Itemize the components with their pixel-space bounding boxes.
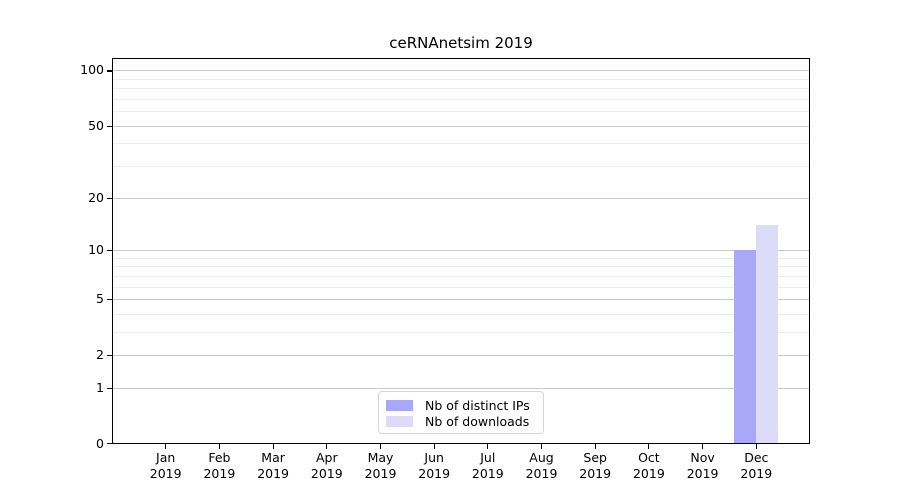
x-tick-label: Oct 2019 — [632, 450, 665, 481]
y-axis-tick — [107, 387, 112, 390]
x-axis-tick — [165, 444, 167, 449]
x-tick-label: Mar 2019 — [257, 450, 289, 481]
x-tick-label: Aug 2019 — [525, 450, 558, 481]
minor-gridline — [112, 313, 810, 315]
minor-gridline — [112, 257, 810, 259]
major-gridline — [112, 249, 810, 251]
bar-downloads — [756, 224, 779, 444]
major-gridline — [112, 125, 810, 127]
y-axis-tick — [107, 299, 112, 301]
y-axis-tick — [107, 125, 112, 127]
minor-gridline — [112, 88, 810, 90]
y-tick-label: 5 — [96, 291, 104, 306]
chart-title: ceRNAnetsim 2019 — [389, 34, 533, 52]
minor-gridline — [112, 286, 810, 288]
x-axis-tick — [487, 444, 489, 449]
x-axis-tick — [218, 444, 220, 449]
x-tick-label: Feb 2019 — [203, 450, 236, 481]
y-tick-label: 2 — [96, 347, 104, 363]
y-tick-label: 50 — [88, 117, 104, 133]
x-tick-label: Sep 2019 — [579, 450, 612, 481]
major-gridline — [112, 387, 810, 389]
x-tick-label: Apr 2019 — [310, 450, 343, 481]
minor-gridline — [112, 266, 810, 268]
x-axis-tick — [648, 444, 650, 449]
x-axis-tick — [755, 444, 757, 449]
legend-label: Nb of distinct IPs — [425, 397, 530, 413]
major-gridline — [112, 70, 810, 72]
legend-label: Nb of downloads — [425, 413, 530, 429]
x-tick-label: Dec 2019 — [740, 450, 773, 481]
legend-entry: Nb of distinct IPs — [386, 397, 536, 413]
y-axis-tick — [107, 70, 112, 72]
y-axis-tick — [107, 197, 112, 199]
y-axis-tick — [107, 443, 112, 445]
x-axis-tick — [326, 444, 328, 449]
x-axis-tick — [433, 444, 435, 449]
major-gridline — [112, 299, 810, 300]
x-tick-label: Jun 2019 — [418, 450, 451, 481]
y-axis-tick — [107, 355, 112, 357]
plot-area: 0 1 2 5 10 20 50 100 Jan 2019 Feb 2019 Mar 2019 Apr 201… — [80, 58, 810, 481]
legend-entry: Nb of downloads — [386, 413, 536, 429]
x-axis-tick — [702, 444, 704, 449]
y-tick-label: 100 — [80, 62, 104, 78]
x-tick-label: May 2019 — [364, 450, 397, 481]
major-gridline — [112, 355, 810, 357]
minor-gridline — [112, 78, 810, 80]
bar-distinct-ips — [734, 249, 757, 444]
y-tick-label: 0 — [96, 436, 104, 451]
minor-gridline — [112, 111, 810, 113]
minor-gridline — [112, 143, 810, 145]
x-axis-tick — [272, 444, 274, 449]
plot-spines — [112, 58, 810, 444]
x-tick-label: Nov 2019 — [686, 450, 719, 481]
x-axis-tick — [540, 444, 543, 449]
legend-swatch — [386, 399, 413, 411]
minor-gridline — [112, 275, 810, 277]
y-tick-label: 20 — [88, 189, 104, 205]
x-axis-tick — [594, 444, 596, 449]
x-tick-label: Jan 2019 — [149, 450, 182, 481]
x-axis-tick — [379, 444, 382, 449]
major-gridline — [112, 197, 810, 199]
minor-gridline — [112, 98, 810, 100]
y-tick-label: 10 — [88, 241, 104, 257]
y-tick-label: 1 — [96, 379, 104, 395]
minor-gridline — [112, 331, 810, 333]
minor-gridline — [112, 166, 810, 167]
x-tick-label: Jul 2019 — [471, 450, 504, 481]
legend-swatch — [386, 415, 413, 427]
y-axis-tick — [107, 249, 112, 252]
legend: Nb of distinct IPs Nb of downloads — [378, 391, 544, 434]
